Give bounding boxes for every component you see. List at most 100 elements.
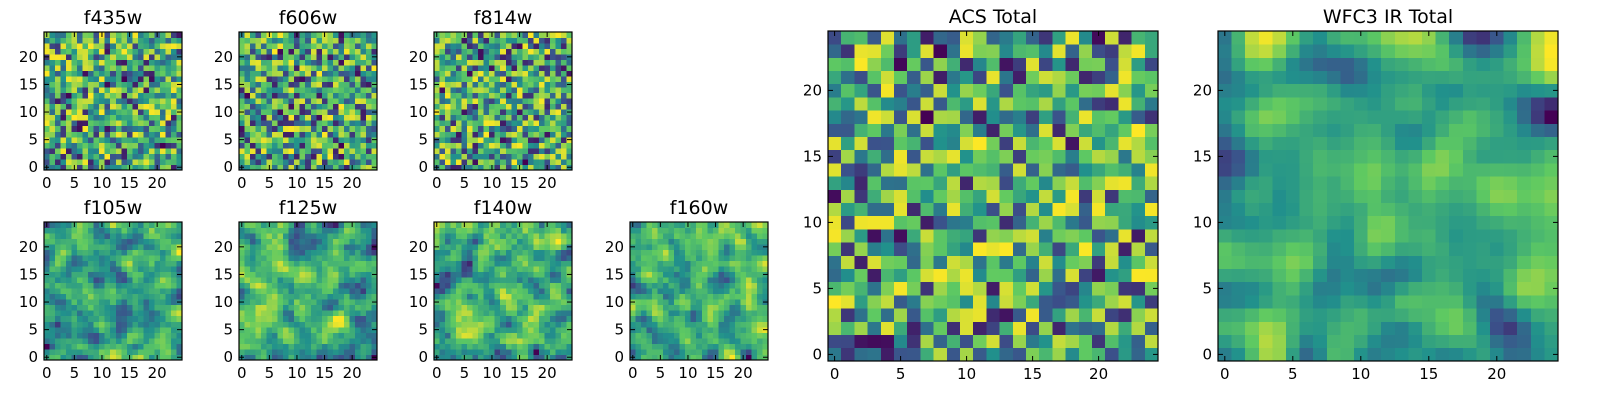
heatmap-cell — [538, 271, 545, 278]
heatmap-cell — [272, 293, 279, 300]
heatmap-cell — [707, 282, 714, 289]
heatmap-cell — [88, 48, 95, 55]
heatmap-cell — [533, 131, 540, 138]
heatmap-cell — [522, 98, 529, 105]
heatmap-cell — [343, 233, 350, 239]
heatmap-cell — [555, 120, 562, 127]
heatmap-cell — [467, 76, 474, 83]
heatmap-cell — [159, 315, 166, 322]
heatmap-cell — [299, 59, 306, 66]
x-tick-label: 10 — [482, 364, 501, 382]
heatmap-cell — [696, 249, 703, 256]
heatmap-cell — [516, 65, 523, 72]
heatmap-cell — [49, 255, 56, 262]
heatmap-cell — [828, 215, 842, 230]
heatmap-cell — [696, 255, 703, 262]
heatmap-cell — [244, 299, 251, 306]
heatmap-cell — [126, 70, 133, 77]
heatmap-cell — [360, 315, 367, 322]
heatmap-cell — [489, 76, 496, 83]
heatmap-cell — [66, 125, 72, 132]
heatmap-cell — [272, 54, 279, 60]
heatmap-cell — [283, 354, 290, 361]
heatmap-cell — [148, 70, 155, 77]
heatmap-cell — [483, 260, 490, 267]
heatmap-cell — [294, 147, 301, 154]
heatmap-cell — [467, 114, 474, 121]
heatmap-cell — [555, 233, 562, 239]
heatmap-cell — [93, 299, 100, 306]
heatmap-cell — [283, 222, 290, 228]
heatmap-cell — [288, 153, 295, 160]
heatmap-cell — [500, 304, 507, 311]
heatmap-cell — [55, 332, 61, 339]
heatmap-cell — [121, 260, 128, 267]
heatmap-cell — [946, 347, 961, 362]
heatmap-cell — [55, 158, 61, 165]
heatmap-cell — [483, 288, 490, 295]
heatmap-cell — [756, 277, 763, 284]
heatmap-cell — [500, 332, 507, 339]
heatmap-cell — [159, 120, 166, 127]
heatmap-cell — [494, 70, 501, 77]
heatmap-cell — [277, 337, 284, 344]
heatmap-cell — [854, 334, 868, 349]
heatmap-cell — [115, 43, 122, 49]
heatmap-cell — [294, 315, 301, 322]
heatmap-cell — [450, 260, 457, 267]
heatmap-cell — [867, 163, 882, 177]
heatmap-cell — [137, 288, 144, 295]
heatmap-cell — [255, 315, 262, 322]
heatmap-cell — [159, 260, 166, 267]
heatmap-cell — [327, 59, 334, 66]
heatmap-cell — [538, 76, 545, 83]
heatmap-cell — [60, 249, 67, 256]
heatmap-cell — [641, 282, 647, 289]
heatmap-cell — [104, 343, 111, 350]
heatmap-cell — [516, 255, 523, 262]
heatmap-cell — [121, 103, 128, 110]
heatmap-cell — [549, 54, 556, 60]
heatmap-cell — [538, 136, 545, 143]
heatmap-cell — [690, 310, 697, 317]
heatmap-cell — [126, 114, 133, 121]
heatmap-cell — [49, 304, 56, 311]
heatmap-cell — [239, 348, 245, 355]
heatmap-cell — [505, 315, 512, 322]
heatmap-cell — [159, 271, 166, 278]
heatmap-cell — [472, 315, 479, 322]
heatmap-cell — [44, 114, 50, 121]
heatmap-cell — [467, 310, 474, 317]
heatmap-cell — [854, 268, 868, 283]
heatmap-cell — [555, 54, 562, 60]
heatmap-cell — [159, 76, 166, 83]
heatmap-cell — [740, 321, 747, 328]
heatmap-cell — [305, 136, 312, 143]
heatmap-cell — [321, 288, 328, 295]
heatmap-cell — [751, 222, 758, 228]
heatmap-cell — [960, 202, 974, 217]
heatmap-cell — [294, 136, 301, 143]
heatmap-cell — [71, 70, 78, 77]
heatmap-cell — [104, 114, 111, 121]
heatmap-cell — [973, 229, 987, 243]
heatmap-cell — [305, 54, 312, 60]
heatmap-cell — [723, 326, 730, 333]
heatmap-cell — [522, 37, 529, 44]
heatmap-cell — [244, 131, 251, 138]
heatmap-cell — [143, 142, 150, 149]
heatmap-cell — [154, 310, 161, 317]
heatmap-cell — [110, 238, 117, 245]
heatmap-cell — [354, 136, 361, 143]
heatmap-cell — [445, 343, 451, 350]
heatmap-cell — [60, 142, 67, 149]
heatmap-cell — [316, 293, 323, 300]
heatmap-cell — [450, 114, 457, 121]
heatmap-cell — [894, 176, 908, 190]
heatmap-cell — [255, 288, 262, 295]
heatmap-cell — [712, 266, 719, 273]
heatmap-cell — [544, 304, 551, 311]
heatmap-cell — [137, 266, 144, 273]
heatmap-cell — [657, 299, 664, 306]
heatmap-cell — [99, 266, 106, 273]
